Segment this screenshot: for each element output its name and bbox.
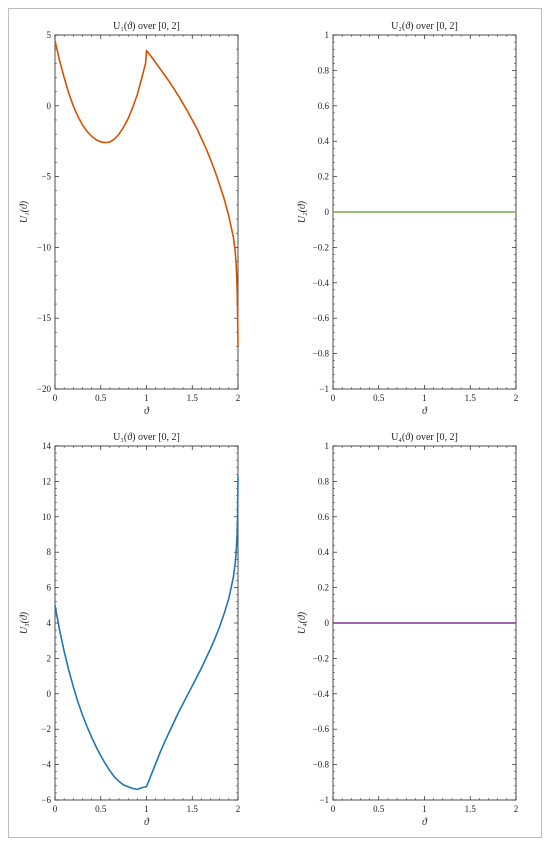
y-tick-label: 0.8 xyxy=(318,476,330,486)
x-tick-label: 1.5 xyxy=(465,393,477,403)
y-tick-label: 0.2 xyxy=(318,172,329,182)
y-tick-label: −1 xyxy=(319,795,329,805)
x-tick-label: 0 xyxy=(53,804,58,814)
y-tick-label: 4 xyxy=(47,618,52,628)
y-tick-label: −5 xyxy=(41,172,51,182)
y-tick-label: 0.4 xyxy=(318,547,330,557)
x-tick-label: 1 xyxy=(144,393,149,403)
x-tick-label: 2 xyxy=(236,393,241,403)
y-tick-label: −0.2 xyxy=(313,242,329,252)
y-tick-label: −0.8 xyxy=(313,349,330,359)
y-tick-label: 0 xyxy=(47,689,52,699)
y-tick-label: −0.6 xyxy=(313,724,330,734)
x-tick-label: 2 xyxy=(514,804,519,814)
x-tick-label: 0 xyxy=(53,393,58,403)
y-tick-label: 10 xyxy=(42,512,52,522)
x-tick-label: 1 xyxy=(422,393,427,403)
x-tick-label: 0.5 xyxy=(95,393,107,403)
plot-area xyxy=(54,34,239,390)
y-tick-label: −20 xyxy=(37,384,52,394)
y-tick-label: 0 xyxy=(325,207,330,217)
figure-frame xyxy=(8,8,542,838)
subplot-1: 0 0.5 1 1.5 2 −20 −15 −10 −5 0 5 U₁(ϑ) over [0, 2] ϑ… xyxy=(19,21,240,417)
y-tick-label: 14 xyxy=(42,441,52,451)
x-axis-label: ϑ xyxy=(422,406,428,417)
x-tick-label: 0.5 xyxy=(373,393,385,403)
x-tick-label: 1 xyxy=(144,804,149,814)
subplot-title: U₁(ϑ) over [0, 2] xyxy=(113,21,180,32)
y-tick-label: 1 xyxy=(325,30,330,40)
y-tick-label: 0.6 xyxy=(318,512,330,522)
x-tick-label: 0.5 xyxy=(373,804,385,814)
x-axis-label: ϑ xyxy=(144,817,150,828)
x-tick-label: 2 xyxy=(236,804,241,814)
subplot-4: 0 0.5 1 1.5 2 −1 −0.8 −0.6 −0.4 −0.2 0 0.2 0.4 0.6 0.8… xyxy=(297,432,518,828)
x-tick-label: 1.5 xyxy=(187,393,199,403)
y-tick-label: −2 xyxy=(41,724,51,734)
y-tick-label: 6 xyxy=(47,583,52,593)
y-tick-label: 8 xyxy=(47,547,52,557)
y-tick-label: 0.2 xyxy=(318,583,329,593)
x-tick-label: 1 xyxy=(422,804,427,814)
y-tick-label: −6 xyxy=(41,795,51,805)
y-tick-label: 0.6 xyxy=(318,101,330,111)
y-tick-label: −0.8 xyxy=(313,760,330,770)
y-axis-label: U₁(ϑ) xyxy=(19,200,30,223)
y-axis-label: U₄(ϑ) xyxy=(297,611,308,634)
y-tick-label: 5 xyxy=(47,30,52,40)
x-tick-label: 1.5 xyxy=(187,804,199,814)
subplot-3: 0 0.5 1 1.5 2 −6 −4 −2 0 2 4 6 8 10 12 14 U₃(ϑ) over [0,… xyxy=(19,432,240,828)
y-tick-label: 1 xyxy=(325,441,330,451)
y-tick-label: −0.6 xyxy=(313,313,330,323)
x-tick-label: 1.5 xyxy=(465,804,477,814)
y-tick-label: 0.4 xyxy=(318,136,330,146)
subplot-title: U₃(ϑ) over [0, 2] xyxy=(113,432,180,443)
y-tick-label: 0 xyxy=(47,101,52,111)
y-axis-label: U₂(ϑ) xyxy=(297,200,308,223)
x-tick-label: 0 xyxy=(331,393,336,403)
subplot-title: U₂(ϑ) over [0, 2] xyxy=(391,21,458,32)
y-tick-label: −0.2 xyxy=(313,653,329,663)
x-axis-label: ϑ xyxy=(144,406,150,417)
x-tick-label: 0 xyxy=(331,804,336,814)
y-tick-label: −15 xyxy=(37,313,52,323)
y-tick-label: 0.8 xyxy=(318,65,330,75)
y-tick-label: −4 xyxy=(41,760,51,770)
y-tick-label: −0.4 xyxy=(313,278,330,288)
x-axis-label: ϑ xyxy=(422,817,428,828)
subplot-title: U₄(ϑ) over [0, 2] xyxy=(391,432,458,443)
y-tick-label: 2 xyxy=(47,653,52,663)
y-tick-label: 0 xyxy=(325,618,330,628)
y-tick-label: −10 xyxy=(37,242,52,252)
series-line-1 xyxy=(54,40,239,347)
plot-area xyxy=(54,445,239,801)
x-tick-label: 2 xyxy=(514,393,519,403)
series-line-1 xyxy=(54,476,239,791)
y-tick-label: −0.4 xyxy=(313,689,330,699)
y-axis-label: U₃(ϑ) xyxy=(19,611,30,634)
y-tick-label: 12 xyxy=(42,476,51,486)
y-tick-label: −1 xyxy=(319,384,329,394)
subplot-2: 0 0.5 1 1.5 2 −1 −0.8 −0.6 −0.4 −0.2 0 0.2 0.4 0.6 0.8… xyxy=(297,21,518,417)
x-tick-label: 0.5 xyxy=(95,804,107,814)
